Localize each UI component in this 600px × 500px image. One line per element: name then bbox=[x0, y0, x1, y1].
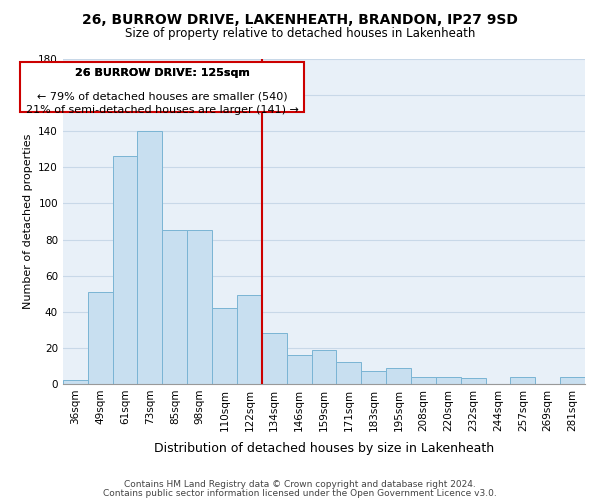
Bar bbox=[63, 380, 88, 384]
Y-axis label: Number of detached properties: Number of detached properties bbox=[23, 134, 32, 309]
Bar bbox=[88, 292, 113, 384]
Bar bbox=[287, 355, 311, 384]
Bar bbox=[311, 350, 337, 384]
Bar bbox=[511, 376, 535, 384]
Text: 26 BURROW DRIVE: 125sqm: 26 BURROW DRIVE: 125sqm bbox=[75, 68, 250, 78]
Text: 26, BURROW DRIVE, LAKENHEATH, BRANDON, IP27 9SD: 26, BURROW DRIVE, LAKENHEATH, BRANDON, I… bbox=[82, 12, 518, 26]
Bar bbox=[137, 131, 163, 384]
Bar bbox=[386, 368, 411, 384]
X-axis label: Distribution of detached houses by size in Lakenheath: Distribution of detached houses by size … bbox=[154, 442, 494, 455]
Text: Contains HM Land Registry data © Crown copyright and database right 2024.: Contains HM Land Registry data © Crown c… bbox=[124, 480, 476, 489]
Bar bbox=[411, 376, 436, 384]
Bar bbox=[163, 230, 187, 384]
Bar bbox=[361, 372, 386, 384]
Bar bbox=[187, 230, 212, 384]
Bar bbox=[237, 296, 262, 384]
Bar bbox=[560, 376, 585, 384]
Text: 26 BURROW DRIVE: 125sqm
← 79% of detached houses are smaller (540)
21% of semi-d: 26 BURROW DRIVE: 125sqm ← 79% of detache… bbox=[26, 68, 299, 106]
Bar bbox=[262, 334, 287, 384]
Text: Size of property relative to detached houses in Lakenheath: Size of property relative to detached ho… bbox=[125, 28, 475, 40]
Bar bbox=[337, 362, 361, 384]
Bar bbox=[461, 378, 485, 384]
Bar bbox=[212, 308, 237, 384]
Text: ← 79% of detached houses are smaller (540)
21% of semi-detached houses are large: ← 79% of detached houses are smaller (54… bbox=[26, 92, 299, 116]
Bar bbox=[436, 376, 461, 384]
Text: Contains public sector information licensed under the Open Government Licence v3: Contains public sector information licen… bbox=[103, 488, 497, 498]
Bar bbox=[113, 156, 137, 384]
Text: 26 BURROW DRIVE: 125sqm: 26 BURROW DRIVE: 125sqm bbox=[75, 68, 250, 78]
